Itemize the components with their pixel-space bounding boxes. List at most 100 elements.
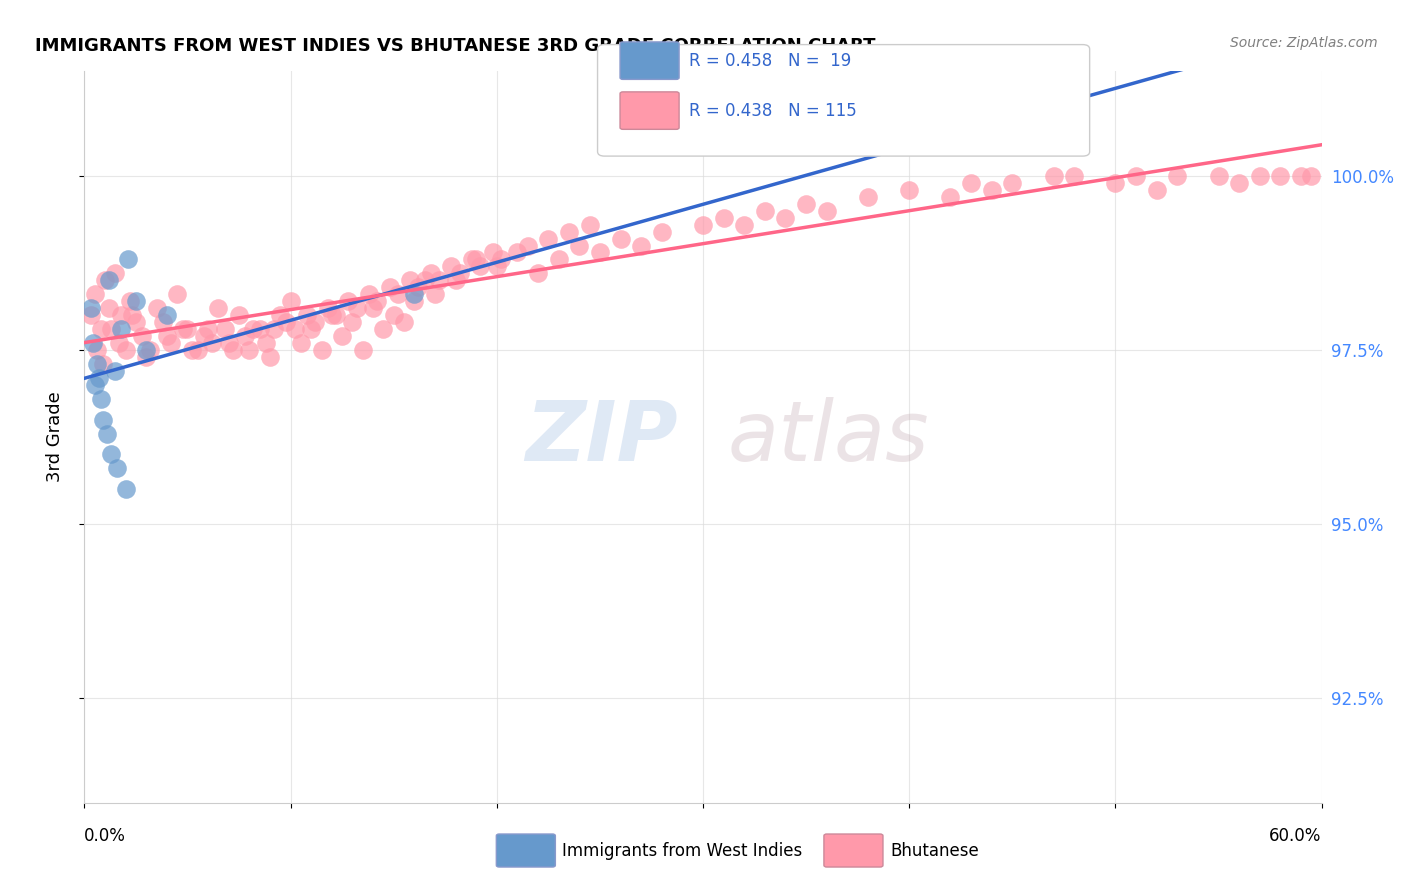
Point <box>316 301 339 316</box>
Point <box>547 252 569 267</box>
Text: Immigrants from West Indies: Immigrants from West Indies <box>562 842 803 860</box>
Point <box>361 301 384 316</box>
Point <box>304 315 326 329</box>
Point <box>1301 169 1323 183</box>
Point <box>118 294 141 309</box>
Point <box>108 336 131 351</box>
Point <box>1125 169 1147 183</box>
Point <box>325 308 347 322</box>
Point <box>197 322 219 336</box>
Point <box>506 245 529 260</box>
Text: 0.0%: 0.0% <box>84 827 127 846</box>
Point <box>152 315 174 329</box>
Point <box>485 260 508 274</box>
Point <box>465 252 488 267</box>
Point <box>100 448 122 462</box>
Point <box>413 273 436 287</box>
Point <box>630 238 652 252</box>
Point <box>378 280 401 294</box>
Point <box>352 343 374 357</box>
Point <box>330 329 353 343</box>
Point <box>399 273 422 287</box>
Text: 60.0%: 60.0% <box>1270 827 1322 846</box>
Point <box>83 287 105 301</box>
Point <box>321 308 343 322</box>
Point <box>96 426 118 441</box>
Point <box>269 308 291 322</box>
Point <box>692 218 714 232</box>
Point <box>105 461 128 475</box>
Point <box>214 322 236 336</box>
Point <box>94 273 117 287</box>
Point <box>1001 176 1024 190</box>
Point <box>91 357 114 371</box>
Point <box>1166 169 1188 183</box>
Point <box>176 322 198 336</box>
Point <box>104 364 127 378</box>
Point <box>222 343 245 357</box>
Point <box>1270 169 1292 183</box>
Point <box>449 266 471 280</box>
Point <box>558 225 581 239</box>
Point <box>733 218 755 232</box>
Point <box>91 412 114 426</box>
Point <box>419 266 441 280</box>
Text: ZIP: ZIP <box>526 397 678 477</box>
Point <box>1249 169 1271 183</box>
Point <box>121 308 143 322</box>
Point <box>166 287 188 301</box>
Point <box>589 245 612 260</box>
Point <box>980 183 1002 197</box>
Point <box>238 343 260 357</box>
Point <box>775 211 797 225</box>
Point <box>114 483 136 497</box>
Point <box>373 322 395 336</box>
Point <box>404 294 426 309</box>
Point <box>537 231 560 245</box>
Point <box>218 336 240 351</box>
Point <box>254 336 277 351</box>
Text: IMMIGRANTS FROM WEST INDIES VS BHUTANESE 3RD GRADE CORRELATION CHART: IMMIGRANTS FROM WEST INDIES VS BHUTANESE… <box>35 37 876 54</box>
Point <box>440 260 463 274</box>
Point <box>427 273 450 287</box>
Point <box>172 322 194 336</box>
Point <box>263 322 285 336</box>
Text: atlas: atlas <box>728 397 929 477</box>
Point <box>346 301 368 316</box>
Point <box>408 280 430 294</box>
Point <box>145 301 167 316</box>
Point <box>156 329 179 343</box>
Point <box>794 196 817 211</box>
Point <box>713 211 735 225</box>
Point <box>90 322 112 336</box>
Point <box>100 322 122 336</box>
Point <box>135 343 157 357</box>
Point <box>444 273 467 287</box>
Point <box>135 350 157 364</box>
Point <box>404 287 426 301</box>
Point <box>104 266 127 280</box>
Point <box>156 308 179 322</box>
Point <box>527 266 550 280</box>
Point <box>578 218 600 232</box>
Point <box>180 343 202 357</box>
Text: R = 0.438   N = 115: R = 0.438 N = 115 <box>689 102 856 120</box>
Point <box>299 322 322 336</box>
Point <box>1104 176 1126 190</box>
Point <box>461 252 484 267</box>
Text: Source: ZipAtlas.com: Source: ZipAtlas.com <box>1230 36 1378 50</box>
Point <box>609 231 631 245</box>
Point <box>87 371 110 385</box>
Point <box>82 336 104 351</box>
Point <box>86 343 108 357</box>
Point <box>228 308 250 322</box>
Point <box>939 190 962 204</box>
Point <box>387 287 409 301</box>
Point <box>187 343 209 357</box>
Text: Bhutanese: Bhutanese <box>890 842 979 860</box>
Point <box>284 322 307 336</box>
Point <box>160 336 183 351</box>
Point <box>259 350 281 364</box>
Point <box>233 329 256 343</box>
Point <box>193 329 215 343</box>
